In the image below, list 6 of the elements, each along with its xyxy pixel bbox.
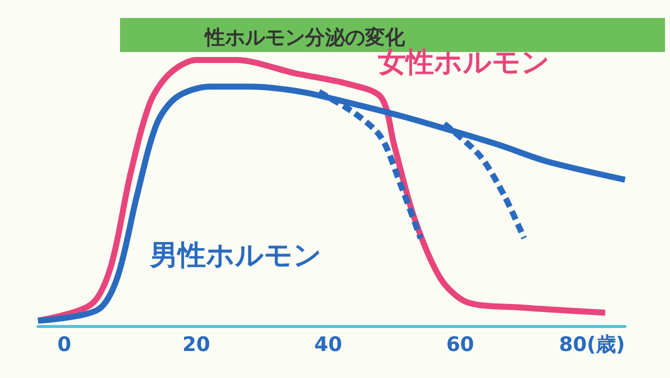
x-tick-label: 60: [446, 332, 474, 356]
x-tick-label: 40: [314, 332, 342, 356]
series-label: 男性ホルモン: [149, 238, 322, 272]
x-tick-label: 80(歳): [558, 332, 626, 356]
x-tick-label: 20: [182, 332, 210, 356]
x-tick-label: 0: [57, 332, 72, 356]
